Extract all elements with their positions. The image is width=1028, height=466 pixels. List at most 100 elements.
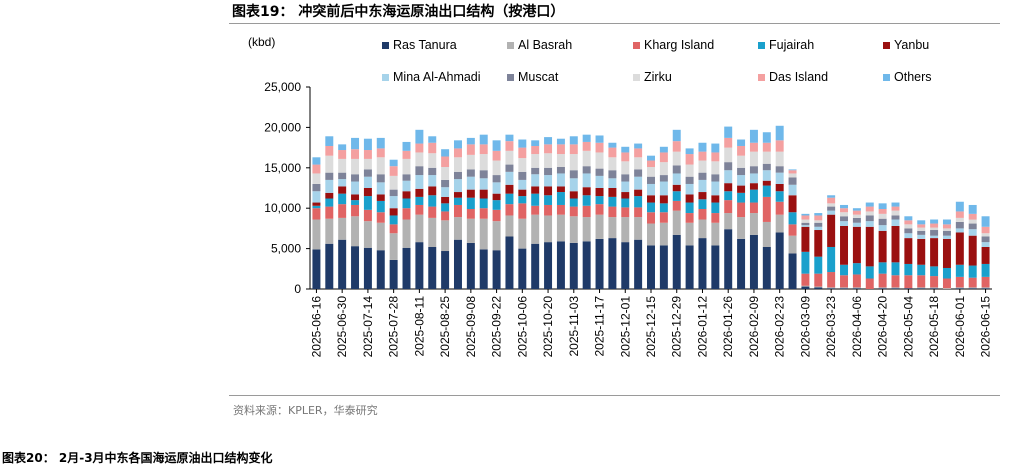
bar-segment bbox=[840, 204, 849, 209]
bar-segment bbox=[749, 166, 758, 174]
bar-segment bbox=[891, 287, 900, 289]
bar-segment bbox=[878, 213, 887, 219]
bar-segment bbox=[531, 186, 540, 194]
x-tick-label: 2025-09-08 bbox=[464, 296, 478, 358]
figure-title: 图表19： 冲突前后中东海运原油出口结构（按港口） bbox=[232, 4, 565, 20]
bar-segment bbox=[376, 212, 385, 223]
bar-segment bbox=[917, 287, 926, 289]
bar-segment bbox=[724, 183, 733, 192]
bar-segment bbox=[312, 164, 321, 174]
bar-segment bbox=[788, 184, 797, 196]
bar-segment bbox=[737, 202, 746, 218]
bar-segment bbox=[634, 143, 643, 149]
x-tick-label: 2025-12-15 bbox=[644, 296, 658, 358]
x-tick-label: 2026-02-09 bbox=[747, 296, 761, 358]
legend-label: Das Island bbox=[769, 70, 828, 84]
bar-segment bbox=[878, 273, 887, 288]
bar-segment bbox=[338, 150, 347, 159]
bar-segment bbox=[659, 195, 668, 204]
bar-segment bbox=[724, 200, 733, 214]
bar-segment bbox=[917, 230, 926, 235]
bar-segment bbox=[363, 188, 372, 197]
bar-segment bbox=[749, 129, 758, 143]
bar-segment bbox=[762, 246, 771, 289]
bar-segment bbox=[453, 179, 462, 193]
legend-label: Muscat bbox=[518, 70, 559, 84]
bar-segment bbox=[711, 174, 720, 182]
bar-segment bbox=[453, 171, 462, 180]
bar-segment bbox=[647, 202, 655, 213]
bar-segment bbox=[672, 173, 681, 185]
bar-segment bbox=[505, 164, 514, 172]
bar-segment bbox=[351, 204, 360, 217]
bar-segment bbox=[827, 197, 836, 204]
legend-label: Others bbox=[894, 70, 932, 84]
bar-segment bbox=[492, 221, 501, 251]
bar-segment bbox=[917, 264, 926, 276]
bar-segment bbox=[762, 151, 771, 164]
bar-segment bbox=[711, 161, 720, 175]
bar-segment bbox=[942, 228, 951, 231]
legend-label: Kharg Island bbox=[644, 38, 714, 52]
bar-segment bbox=[621, 242, 630, 289]
bar-segment bbox=[531, 174, 540, 187]
bar-segment bbox=[312, 191, 321, 203]
bar-segment bbox=[814, 287, 823, 289]
bar-segment bbox=[325, 179, 334, 193]
bar-segment bbox=[428, 186, 437, 196]
bar-segment bbox=[968, 287, 977, 289]
bar-segment bbox=[647, 183, 655, 196]
bar-segment bbox=[505, 171, 514, 185]
bar-segment bbox=[672, 141, 681, 152]
bar-segment bbox=[672, 165, 681, 174]
bar-segment bbox=[672, 151, 681, 166]
bar-segment bbox=[569, 178, 578, 192]
bar-segment bbox=[389, 224, 398, 234]
bar-segment bbox=[479, 170, 488, 179]
bar-segment bbox=[930, 276, 939, 288]
bar-segment bbox=[505, 141, 514, 151]
bar-segment bbox=[891, 275, 900, 288]
legend-swatch bbox=[507, 74, 514, 81]
bar-segment bbox=[647, 176, 655, 184]
bar-segment bbox=[466, 197, 475, 210]
bar-segment bbox=[891, 202, 900, 207]
bar-segment bbox=[351, 174, 360, 182]
x-tick-label: 2026-03-23 bbox=[824, 296, 838, 358]
bar-segment bbox=[582, 134, 591, 142]
bar-segment bbox=[981, 263, 990, 277]
bar-segment bbox=[904, 263, 913, 276]
bar-segment bbox=[544, 215, 553, 243]
bar-segment bbox=[852, 288, 861, 289]
bar-segment bbox=[685, 202, 694, 214]
bar-segment bbox=[904, 224, 913, 229]
bar-segment bbox=[788, 195, 797, 213]
bar-segment bbox=[351, 137, 360, 150]
bar-segment bbox=[801, 225, 810, 227]
bar-segment bbox=[428, 195, 437, 207]
bar-segment bbox=[942, 224, 951, 229]
bar-segment bbox=[930, 266, 939, 277]
bar-segment bbox=[917, 227, 926, 231]
bar-segment bbox=[968, 204, 977, 214]
bar-segment bbox=[415, 204, 424, 215]
bar-segment bbox=[428, 175, 437, 187]
bar-segment bbox=[325, 145, 334, 156]
bar-segment bbox=[595, 175, 604, 188]
bar-segment bbox=[621, 207, 630, 218]
bar-segment bbox=[531, 140, 540, 146]
x-tick-label: 2025-12-01 bbox=[618, 296, 632, 358]
bar-segment bbox=[788, 169, 797, 171]
bar-segment bbox=[479, 208, 488, 219]
bar-segment bbox=[840, 225, 849, 265]
bar-segment bbox=[775, 232, 784, 289]
bar-segment bbox=[647, 195, 655, 203]
legend-swatch bbox=[883, 74, 890, 81]
bar-segment bbox=[698, 219, 707, 239]
bar-segment bbox=[312, 219, 321, 250]
bar-segment bbox=[608, 170, 617, 179]
bar-segment bbox=[942, 219, 951, 225]
bar-segment bbox=[582, 150, 591, 167]
x-tick-label: 2026-01-12 bbox=[695, 296, 709, 358]
y-axis-label: (kbd) bbox=[248, 35, 275, 49]
